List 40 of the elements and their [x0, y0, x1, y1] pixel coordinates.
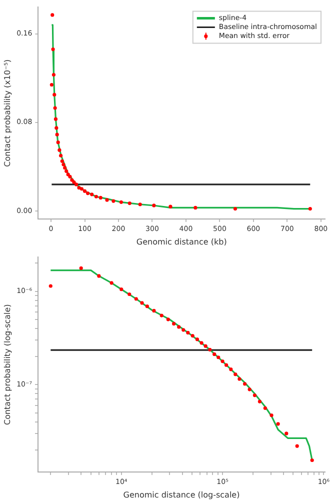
point	[138, 202, 142, 206]
point	[50, 13, 54, 17]
point	[53, 106, 57, 110]
x-axis-title: Genomic distance (kb)	[136, 237, 227, 246]
point	[72, 180, 76, 184]
point	[56, 140, 60, 144]
point	[54, 117, 58, 121]
point	[55, 132, 59, 136]
point	[63, 166, 67, 170]
point	[52, 92, 56, 97]
point	[58, 148, 62, 152]
point	[64, 169, 68, 173]
point	[168, 204, 172, 208]
point	[86, 192, 90, 196]
point	[62, 162, 66, 166]
point	[60, 159, 64, 163]
point	[233, 207, 238, 211]
point	[50, 82, 54, 87]
point	[70, 178, 74, 182]
point	[54, 126, 58, 130]
point	[58, 154, 63, 158]
point	[105, 198, 109, 202]
point	[80, 187, 84, 191]
point	[112, 199, 116, 203]
point	[82, 189, 87, 193]
point	[194, 206, 198, 210]
y-axis-title: Contact probability (log-scale)	[2, 304, 12, 426]
point	[74, 182, 78, 186]
point	[308, 207, 312, 211]
point	[152, 204, 156, 208]
x-axis-title: Genomic distance (log-scale)	[123, 490, 240, 500]
point	[68, 174, 72, 178]
point	[128, 201, 132, 206]
y-axis-title: Contact probability (x10⁻⁵)	[2, 59, 12, 167]
point	[90, 192, 94, 196]
point	[98, 196, 102, 200]
point	[52, 72, 56, 77]
point	[94, 194, 98, 198]
point	[119, 200, 123, 204]
point	[51, 47, 55, 52]
